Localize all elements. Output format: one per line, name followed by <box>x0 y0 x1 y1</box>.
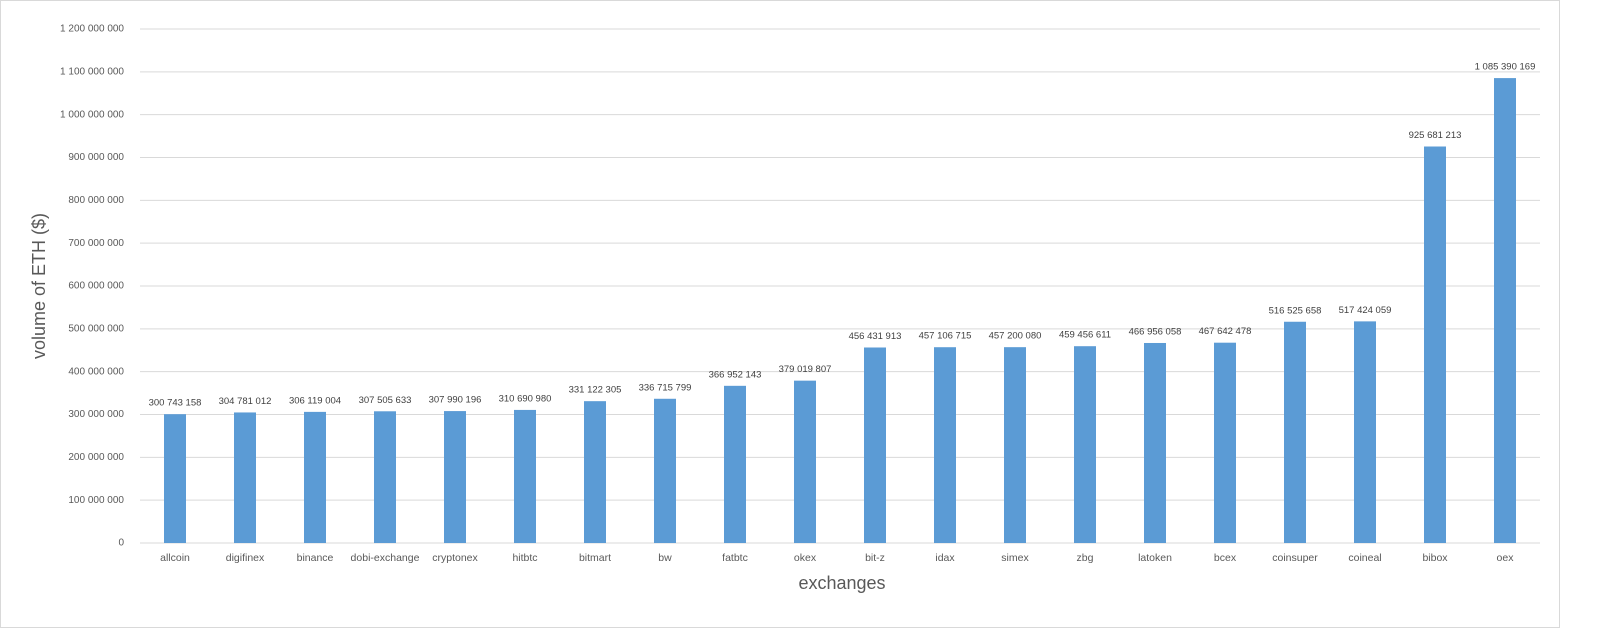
x-tick-label: okex <box>794 552 817 564</box>
bar <box>654 398 676 543</box>
bar <box>1494 78 1516 543</box>
value-label: 307 990 196 <box>429 395 482 406</box>
value-label: 379 019 807 <box>779 364 832 375</box>
x-axis-title: exchanges <box>798 573 885 593</box>
x-tick-label: binance <box>297 552 334 564</box>
bar <box>444 411 466 543</box>
bar <box>374 411 396 543</box>
y-tick-label: 1 200 000 000 <box>60 24 124 35</box>
bar <box>514 409 536 543</box>
x-tick-label: bit-z <box>865 552 885 564</box>
x-tick-label: cryptonex <box>432 552 478 564</box>
value-label: 331 122 305 <box>569 385 622 396</box>
x-tick-label: fatbtc <box>722 552 748 564</box>
x-tick-label: hitbtc <box>512 552 537 564</box>
value-label: 459 456 611 <box>1059 330 1111 341</box>
bar <box>794 380 816 543</box>
y-tick-label: 800 000 000 <box>68 195 124 206</box>
y-tick-label: 700 000 000 <box>68 238 124 249</box>
y-axis-title: volume of ETH ($) <box>29 213 49 359</box>
bar <box>1214 342 1236 543</box>
value-label: 456 431 913 <box>849 331 902 342</box>
value-label: 517 424 059 <box>1339 305 1392 316</box>
x-tick-label: simex <box>1001 552 1029 564</box>
value-label: 304 781 012 <box>219 396 272 407</box>
value-label: 925 681 213 <box>1409 130 1462 141</box>
bar <box>164 414 186 543</box>
value-label: 1 085 390 169 <box>1475 62 1536 73</box>
value-label: 467 642 478 <box>1199 326 1252 337</box>
x-tick-label: allcoin <box>160 552 190 564</box>
y-tick-label: 500 000 000 <box>68 323 124 334</box>
y-tick-label: 100 000 000 <box>68 495 124 506</box>
value-label: 457 106 715 <box>919 331 972 342</box>
y-tick-label: 300 000 000 <box>68 409 124 420</box>
y-tick-label: 600 000 000 <box>68 281 124 292</box>
x-tick-label: latoken <box>1138 552 1172 564</box>
bar <box>304 411 326 543</box>
bar <box>724 385 746 543</box>
x-tick-label: bcex <box>1214 552 1237 564</box>
bar <box>1424 146 1446 543</box>
x-tick-label: coineal <box>1348 552 1381 564</box>
value-label: 307 505 633 <box>359 395 412 406</box>
x-tick-label: zbg <box>1077 552 1094 564</box>
value-label: 300 743 158 <box>149 398 202 409</box>
bar <box>1074 346 1096 543</box>
bar <box>1354 321 1376 543</box>
y-tick-label: 900 000 000 <box>68 152 124 163</box>
y-tick-label: 1 100 000 000 <box>60 66 124 77</box>
value-label: 466 956 058 <box>1129 327 1182 338</box>
y-tick-label: 1 000 000 000 <box>60 109 124 120</box>
value-label: 336 715 799 <box>639 382 692 393</box>
x-tick-label: dobi-exchange <box>351 552 420 564</box>
bar <box>1284 321 1306 543</box>
value-label: 306 119 004 <box>289 395 341 406</box>
y-tick-label: 400 000 000 <box>68 366 124 377</box>
x-tick-label: idax <box>935 552 955 564</box>
x-tick-label: digifinex <box>226 552 265 564</box>
value-label: 457 200 080 <box>989 331 1042 342</box>
y-tick-label: 200 000 000 <box>68 452 124 463</box>
value-label: 310 690 980 <box>499 393 552 404</box>
x-tick-label: coinsuper <box>1272 552 1318 564</box>
x-tick-label: bitmart <box>579 552 611 564</box>
bar <box>934 347 956 543</box>
y-tick-label: 0 <box>118 538 124 549</box>
bar <box>864 347 886 543</box>
bar <box>1004 347 1026 543</box>
bar <box>234 412 256 543</box>
x-tick-label: oex <box>1497 552 1515 564</box>
x-tick-label: bw <box>658 552 672 564</box>
bar <box>1144 342 1166 543</box>
value-label: 516 525 658 <box>1269 305 1322 316</box>
value-label: 366 952 143 <box>709 369 762 380</box>
bar <box>584 401 606 543</box>
x-tick-label: bibox <box>1422 552 1448 564</box>
